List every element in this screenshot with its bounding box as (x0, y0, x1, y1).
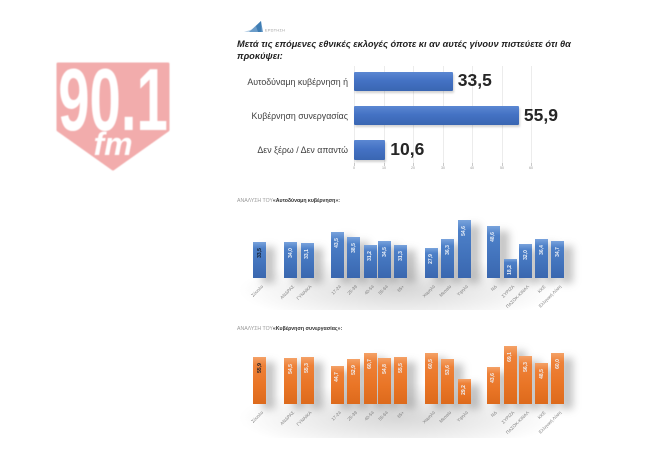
svg-text:90.1: 90.1 (58, 56, 168, 149)
svg-text:fm: fm (93, 126, 132, 162)
svg-text:ΕΡΩΤΗΣΗ: ΕΡΩΤΗΣΗ (265, 29, 285, 33)
